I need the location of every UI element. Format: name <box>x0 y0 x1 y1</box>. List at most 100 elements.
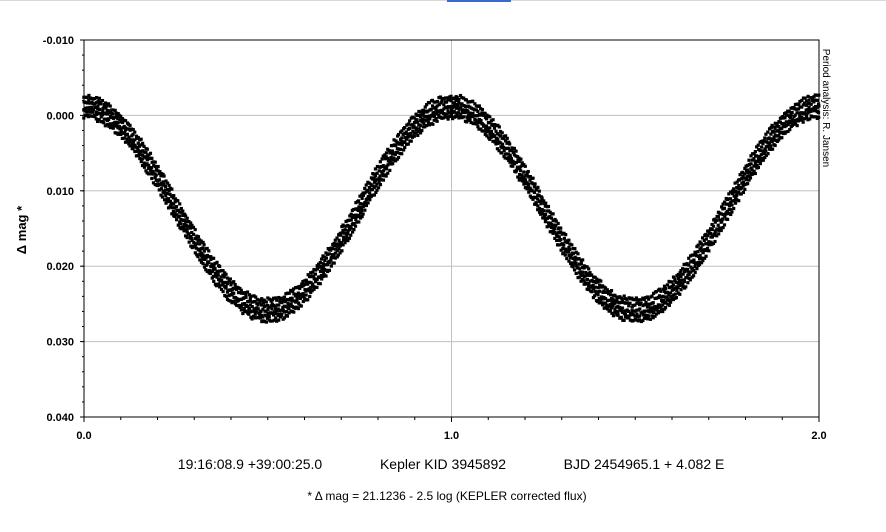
data-point <box>682 262 686 267</box>
data-point <box>230 293 234 297</box>
data-point <box>301 279 305 284</box>
data-point <box>386 171 390 175</box>
data-point <box>638 307 642 311</box>
data-point <box>467 100 472 104</box>
data-point <box>418 110 423 114</box>
data-point <box>162 174 166 178</box>
data-point <box>465 120 469 124</box>
data-point <box>803 117 807 121</box>
data-point <box>97 111 101 115</box>
data-point <box>616 304 620 308</box>
data-point <box>349 218 353 222</box>
data-point <box>781 124 785 128</box>
data-point <box>520 163 524 168</box>
data-point <box>701 243 705 247</box>
data-point <box>316 281 321 285</box>
data-point <box>489 119 493 123</box>
data-point <box>641 303 645 308</box>
data-point <box>389 151 393 155</box>
data-point <box>707 240 711 244</box>
data-point <box>750 152 755 156</box>
data-point <box>535 197 540 201</box>
data-point <box>741 170 745 174</box>
data-point <box>341 243 345 247</box>
data-point <box>596 291 600 295</box>
data-point <box>127 142 131 146</box>
data-point <box>668 300 673 304</box>
y-axis-title: Δ mag * <box>14 205 29 254</box>
data-point <box>503 146 507 151</box>
data-point <box>284 305 289 309</box>
data-point <box>752 169 756 173</box>
data-point <box>116 126 120 130</box>
data-point <box>154 168 159 172</box>
data-point <box>261 301 265 305</box>
data-point <box>596 293 600 297</box>
data-point <box>537 189 541 193</box>
data-point <box>232 291 236 295</box>
data-point <box>502 145 506 150</box>
data-point <box>99 115 103 119</box>
data-point <box>572 261 577 265</box>
data-point <box>502 136 506 141</box>
data-point <box>462 115 466 119</box>
data-point <box>715 234 719 238</box>
data-point <box>689 270 693 274</box>
data-point <box>153 160 157 164</box>
data-point <box>169 203 173 207</box>
data-point <box>414 131 418 135</box>
data-point <box>378 160 382 164</box>
data-point <box>279 296 283 300</box>
data-point <box>737 199 741 203</box>
data-point <box>733 189 738 193</box>
data-point <box>748 176 753 180</box>
data-point <box>153 164 157 169</box>
data-point <box>773 127 777 131</box>
data-point <box>769 125 773 130</box>
data-point <box>461 110 465 114</box>
data-point <box>568 247 572 251</box>
data-point <box>249 315 253 319</box>
data-point <box>199 254 204 258</box>
data-point <box>516 175 520 179</box>
data-point <box>496 137 500 141</box>
data-point <box>609 306 614 310</box>
data-point <box>488 132 492 136</box>
data-point <box>176 215 180 219</box>
data-point <box>784 130 788 134</box>
data-point <box>656 306 660 310</box>
data-point <box>659 305 663 310</box>
data-point <box>324 256 328 260</box>
data-point <box>394 144 398 148</box>
data-point <box>308 294 312 299</box>
data-point <box>144 169 148 173</box>
data-point <box>255 310 259 314</box>
data-point <box>680 267 685 271</box>
data-point <box>542 209 546 213</box>
data-point <box>171 196 175 200</box>
caption-kepler-id: Kepler KID 3945892 <box>380 456 506 472</box>
data-point <box>147 163 151 167</box>
data-point <box>381 169 386 173</box>
data-point <box>312 277 316 281</box>
data-point <box>321 266 325 270</box>
data-point <box>318 264 322 268</box>
data-point <box>772 125 776 129</box>
data-point <box>790 123 794 127</box>
data-point <box>462 96 466 100</box>
data-point <box>716 223 720 227</box>
data-point <box>111 116 116 120</box>
data-point <box>102 105 106 110</box>
y-tick-label: 0.040 <box>46 412 74 424</box>
data-point <box>806 107 810 111</box>
data-point <box>287 304 291 308</box>
data-point <box>341 223 345 227</box>
data-point <box>698 253 702 258</box>
data-point <box>665 290 670 294</box>
data-point <box>367 181 371 185</box>
data-point <box>246 309 250 313</box>
data-point <box>133 149 137 154</box>
data-point <box>208 269 213 273</box>
x-tick-label: 0.0 <box>76 430 91 442</box>
data-point <box>609 289 614 293</box>
